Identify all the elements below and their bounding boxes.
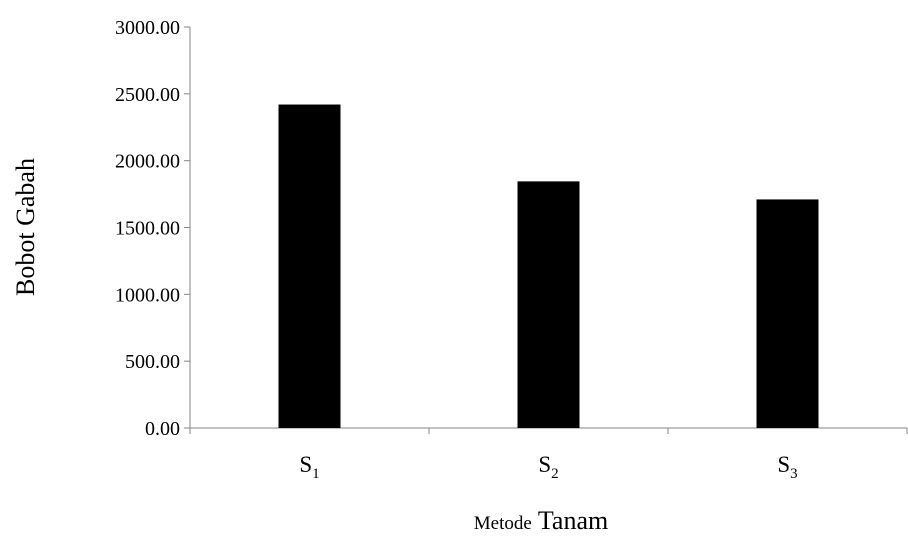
x-axis-title: Metode Tanam bbox=[474, 506, 608, 535]
y-tick-label: 3000.00 bbox=[115, 17, 180, 39]
bars bbox=[278, 104, 819, 428]
bar bbox=[278, 104, 341, 428]
bar bbox=[756, 199, 819, 428]
x-category-label-subscript: 3 bbox=[790, 466, 798, 482]
y-tick-label: 0.00 bbox=[145, 418, 180, 440]
x-axis-title-part2: Tanam bbox=[538, 506, 608, 535]
x-category-labels: S1 S2 S3 bbox=[299, 452, 797, 482]
y-axis-title: Bobot Gabah bbox=[11, 158, 40, 296]
x-category-label: S1 bbox=[299, 452, 319, 482]
x-category-label-base: S bbox=[777, 452, 790, 477]
x-category-label-base: S bbox=[299, 452, 312, 477]
y-tick-label: 2000.00 bbox=[115, 151, 180, 173]
x-category-label: S2 bbox=[538, 452, 558, 482]
y-tick-label: 2500.00 bbox=[115, 84, 180, 106]
y-tick-label: 500.00 bbox=[125, 351, 180, 373]
x-axis-title-part1: Metode bbox=[474, 513, 532, 534]
x-category-label-base: S bbox=[538, 452, 551, 477]
y-tick-label: 1000.00 bbox=[115, 284, 180, 306]
y-tick-label: 1500.00 bbox=[115, 218, 180, 240]
bar bbox=[517, 181, 580, 428]
x-axis bbox=[189, 427, 908, 434]
y-tick-labels: 0.00 500.00 1000.00 1500.00 2000.00 2500.00 30… bbox=[115, 17, 180, 440]
x-category-label-subscript: 2 bbox=[551, 466, 559, 482]
x-category-label-subscript: 1 bbox=[312, 466, 320, 482]
y-axis bbox=[184, 26, 191, 429]
x-category-label: S3 bbox=[777, 452, 797, 482]
